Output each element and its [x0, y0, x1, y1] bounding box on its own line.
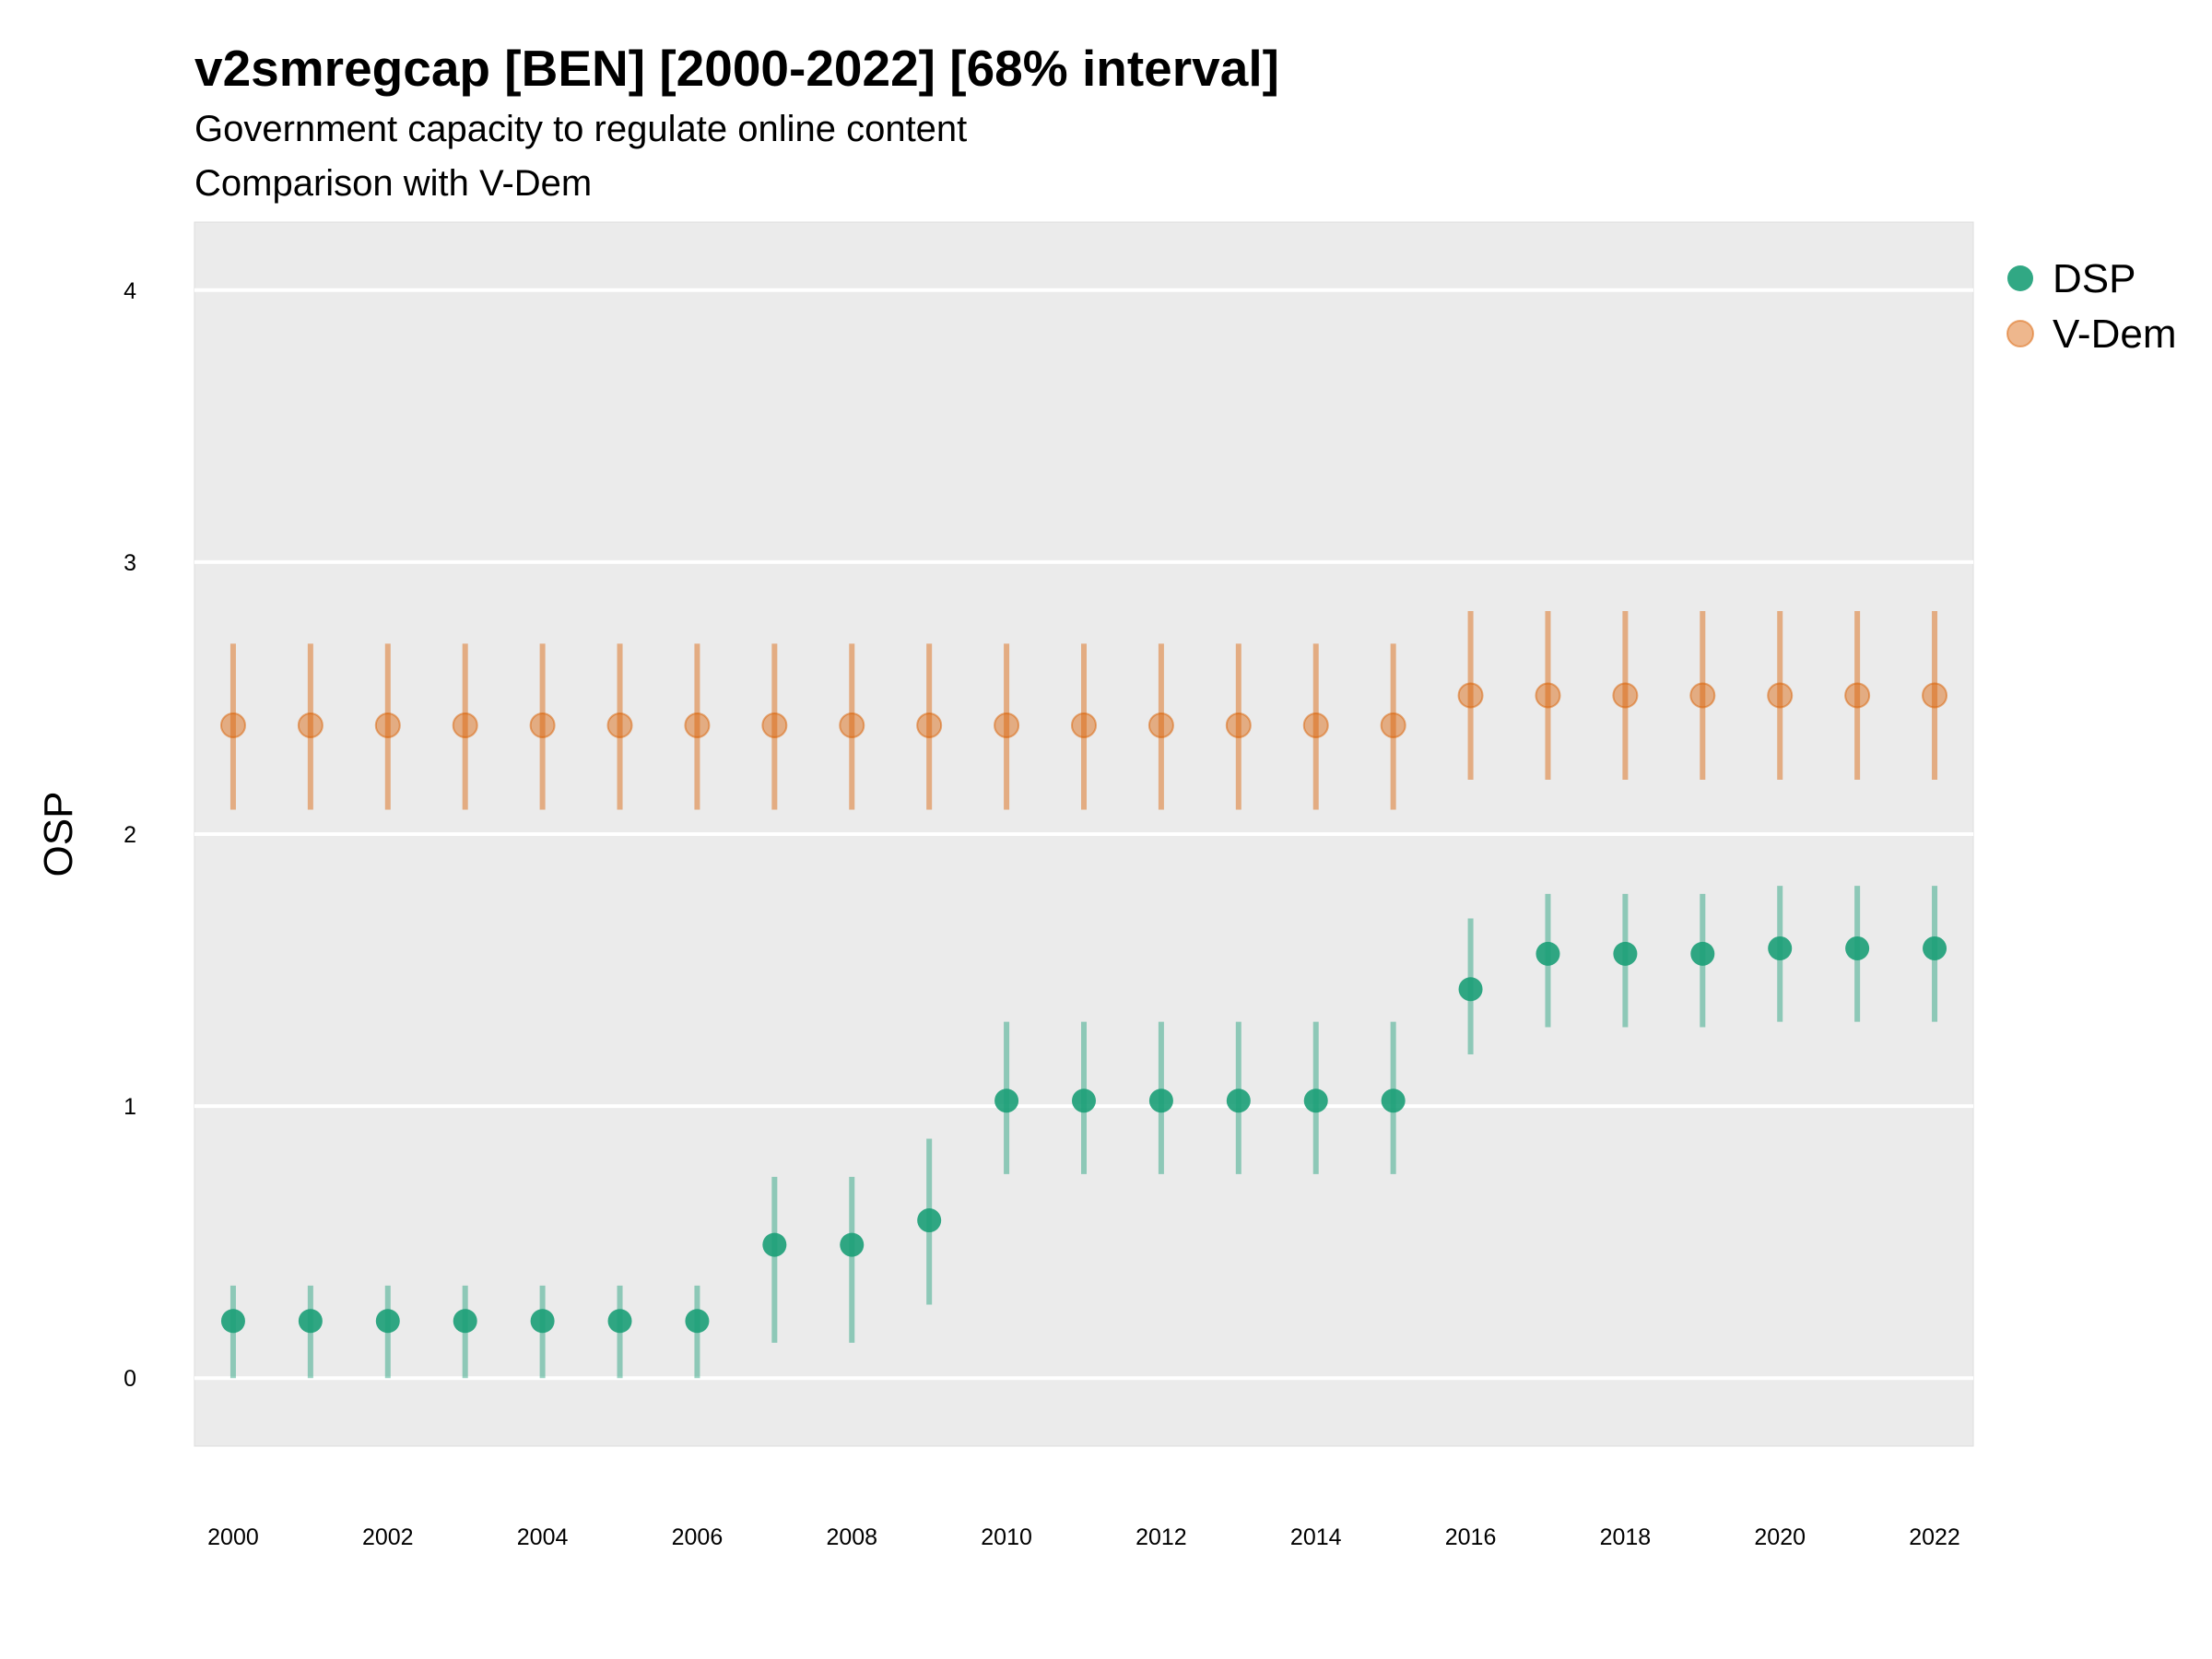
- legend-marker: [2007, 265, 2033, 291]
- data-point: [219, 712, 246, 738]
- data-point: [298, 1309, 323, 1334]
- data-point: [220, 1309, 245, 1334]
- data-point: [994, 1088, 1019, 1113]
- data-point: [916, 712, 943, 738]
- data-point: [1071, 712, 1097, 738]
- data-point: [1922, 682, 1948, 709]
- chart-subtitle-line-1: Government capacity to regulate online c…: [194, 109, 967, 149]
- data-point: [1689, 682, 1716, 709]
- data-point: [1072, 1088, 1096, 1113]
- data-point: [607, 1309, 632, 1334]
- x-tick-label: 2020: [1754, 1524, 1806, 1550]
- x-tick-label: 2008: [826, 1524, 877, 1550]
- series-dsp: [220, 886, 1947, 1379]
- chart-subtitle-line-2: Comparison with V-Dem: [194, 163, 592, 204]
- data-point: [452, 712, 478, 738]
- x-tick-label: 2022: [1909, 1524, 1960, 1550]
- series-v-dem: [219, 611, 1948, 810]
- data-point: [297, 712, 324, 738]
- y-tick-label: 1: [124, 1094, 136, 1120]
- data-point: [1225, 712, 1252, 738]
- y-axis-title: OSP: [36, 792, 81, 877]
- data-point: [762, 1232, 787, 1257]
- x-tick-label: 2002: [362, 1524, 414, 1550]
- data-point: [1690, 941, 1715, 966]
- data-point: [1303, 1088, 1328, 1113]
- data-point: [839, 712, 865, 738]
- y-tick-label: 4: [124, 278, 136, 304]
- data-point: [1767, 682, 1794, 709]
- data-point: [1226, 1088, 1251, 1113]
- data-point: [1148, 1088, 1173, 1113]
- legend: DSP V-Dem: [2006, 256, 2176, 357]
- data-point: [1612, 682, 1639, 709]
- y-tick-label: 3: [124, 550, 136, 576]
- y-axis-ticks: 0 1 2 3 4: [124, 278, 136, 1392]
- data-point: [840, 1232, 865, 1257]
- data-point: [375, 1309, 400, 1334]
- x-tick-label: 2004: [517, 1524, 569, 1550]
- x-tick-label: 2006: [672, 1524, 724, 1550]
- data-point: [994, 712, 1020, 738]
- data-point: [529, 712, 556, 738]
- data-point: [1845, 935, 1870, 960]
- data-point: [1458, 977, 1483, 1002]
- data-point: [1147, 712, 1174, 738]
- x-tick-label: 2000: [207, 1524, 259, 1550]
- data-point: [1535, 941, 1560, 966]
- x-tick-label: 2010: [981, 1524, 1032, 1550]
- x-tick-label: 2012: [1135, 1524, 1187, 1550]
- data-point: [685, 1309, 710, 1334]
- legend-label: V-Dem: [2053, 312, 2176, 357]
- data-point: [917, 1208, 942, 1233]
- chart-title: v2smregcap [BEN] [2000-2022] [68% interv…: [194, 40, 1279, 97]
- x-axis-ticks: 2000 2002 2004 2006 2008 2010 2012 2014 2016 2018…: [207, 1524, 1960, 1550]
- data-point: [684, 712, 711, 738]
- data-series: [219, 611, 1948, 1379]
- data-point: [1923, 935, 1947, 960]
- data-point: [1768, 935, 1793, 960]
- data-point: [1380, 712, 1406, 738]
- data-point: [530, 1309, 555, 1334]
- data-point: [1381, 1088, 1406, 1113]
- data-point: [1535, 682, 1561, 709]
- legend-marker: [2006, 320, 2034, 347]
- x-tick-label: 2018: [1600, 1524, 1652, 1550]
- legend-label: DSP: [2053, 256, 2136, 301]
- data-point: [761, 712, 788, 738]
- x-tick-label: 2016: [1445, 1524, 1497, 1550]
- data-point: [374, 712, 401, 738]
- data-point: [1457, 682, 1484, 709]
- data-point: [1302, 712, 1329, 738]
- data-point: [1613, 941, 1638, 966]
- data-point: [1844, 682, 1871, 709]
- data-point: [453, 1309, 477, 1334]
- data-point: [606, 712, 633, 738]
- x-tick-label: 2014: [1290, 1524, 1342, 1550]
- y-tick-label: 2: [124, 822, 136, 848]
- y-tick-label: 0: [124, 1366, 136, 1392]
